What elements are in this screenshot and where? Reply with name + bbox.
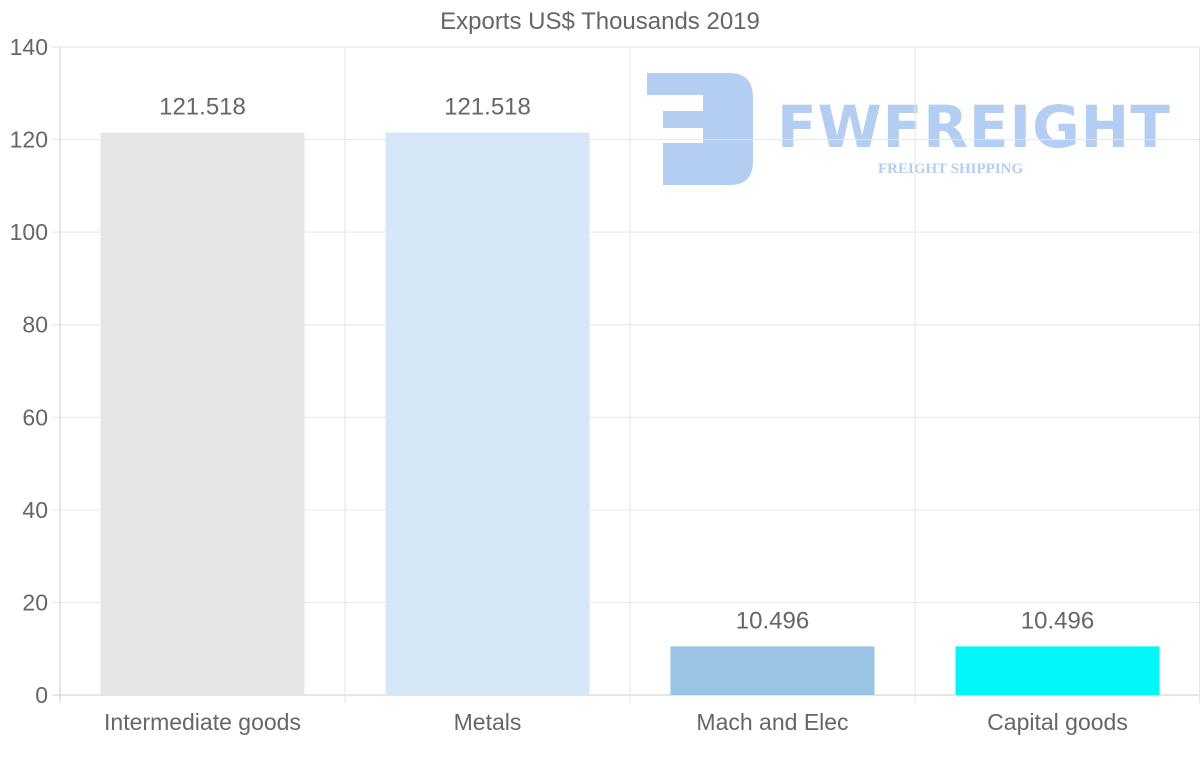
watermark-logo: FWFREIGHT FREIGHT SHIPPING [645,73,1170,188]
data-label: 121.518 [159,94,246,121]
y-tick-label: 60 [22,404,48,430]
chart-title: Exports US$ Thousands 2019 [440,8,760,35]
watermark-name: FWFREIGHT [777,93,1171,161]
y-tick-label: 20 [22,589,48,615]
y-tick-label: 0 [35,682,48,708]
bar-intermediate-goods [100,132,305,695]
y-tick-label: 100 [10,219,48,245]
bar-mach-and-elec [670,646,875,695]
x-tick-label: Mach and Elec [696,709,848,735]
y-tick-label: 140 [10,34,48,60]
logo-mark-icon [647,73,753,185]
y-tick-label: 120 [10,127,48,153]
watermark-tagline: FREIGHT SHIPPING [878,161,1024,177]
x-tick-label: Capital goods [987,709,1128,735]
x-tick-label: Metals [454,709,522,735]
x-tick-label: Intermediate goods [104,709,301,735]
bar-metals [385,132,590,695]
y-tick-label: 80 [22,312,48,338]
data-label: 10.496 [736,607,809,634]
data-label: 121.518 [444,94,531,121]
data-label: 10.496 [1021,607,1094,634]
bar-capital-goods [955,646,1160,695]
y-tick-label: 40 [22,497,48,523]
